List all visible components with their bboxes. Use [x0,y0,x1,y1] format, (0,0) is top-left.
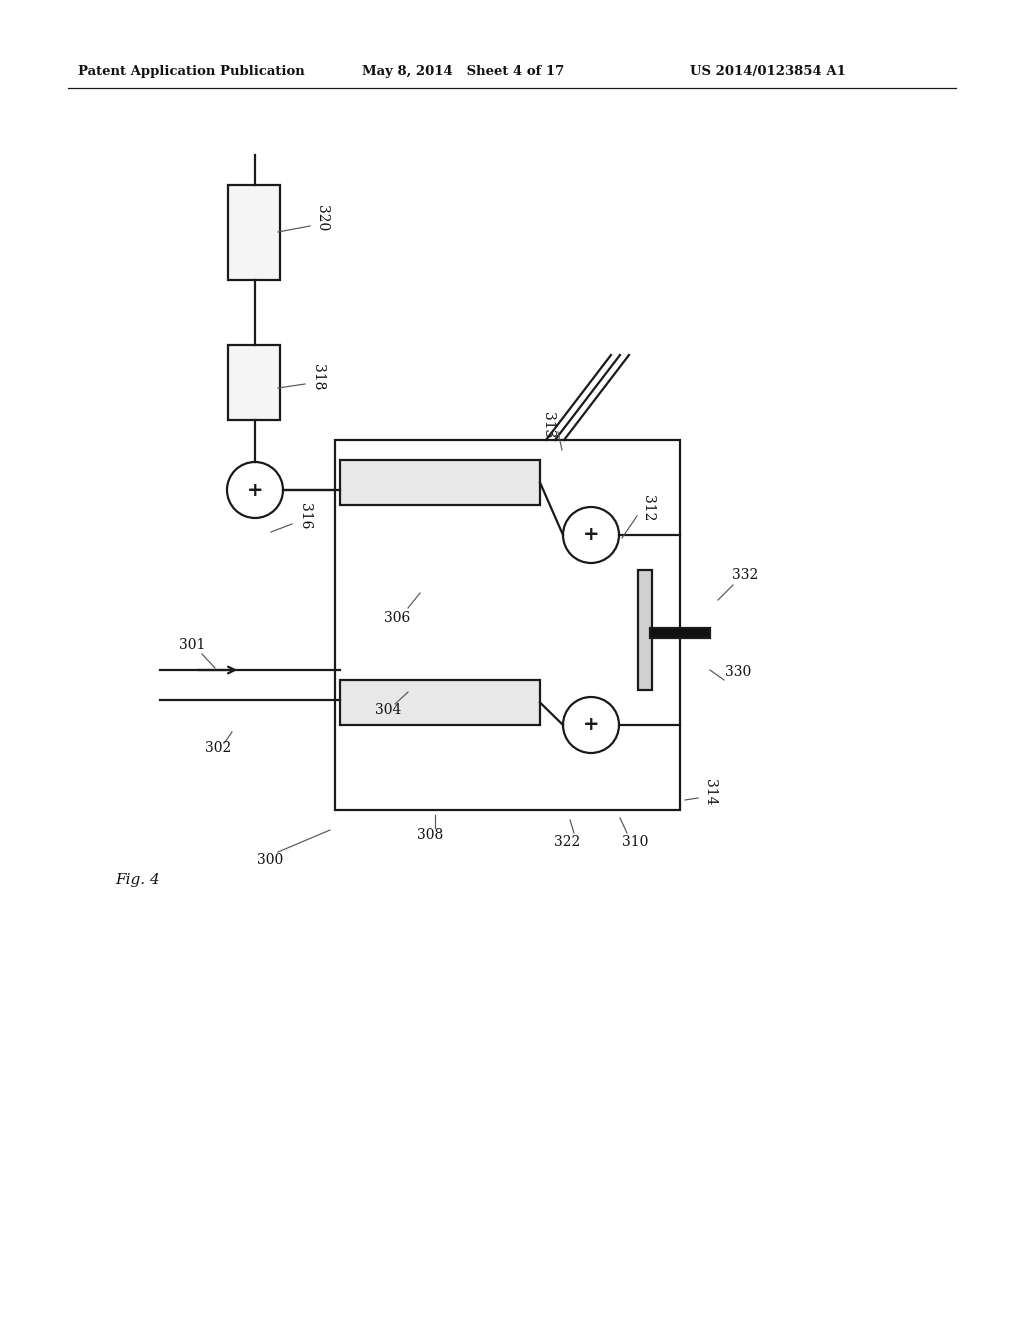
Bar [650,628,710,638]
Text: 312: 312 [641,495,655,521]
Text: +: + [247,480,263,499]
Text: 301: 301 [179,638,205,652]
Text: May 8, 2014   Sheet 4 of 17: May 8, 2014 Sheet 4 of 17 [362,66,564,78]
Text: 316: 316 [298,503,312,529]
Text: 300: 300 [257,853,283,867]
Bar [335,440,680,810]
Bar [340,459,540,506]
Bar [638,570,652,690]
Bar [228,345,280,420]
Text: +: + [583,715,599,734]
Text: US 2014/0123854 A1: US 2014/0123854 A1 [690,66,846,78]
Text: 314: 314 [703,779,717,805]
Text: 306: 306 [384,611,411,624]
Text: 313: 313 [541,412,555,438]
Bar [228,185,280,280]
Text: 330: 330 [725,665,752,678]
Text: 332: 332 [732,568,758,582]
Text: Fig. 4: Fig. 4 [115,873,160,887]
Text: 318: 318 [311,364,325,391]
Text: 320: 320 [315,205,329,231]
Text: 310: 310 [622,836,648,849]
Text: +: + [583,525,599,544]
Text: Patent Application Publication: Patent Application Publication [78,66,305,78]
Text: 304: 304 [375,704,401,717]
Text: 308: 308 [417,828,443,842]
Text: 302: 302 [205,741,231,755]
Bar [340,680,540,725]
Text: 322: 322 [554,836,581,849]
